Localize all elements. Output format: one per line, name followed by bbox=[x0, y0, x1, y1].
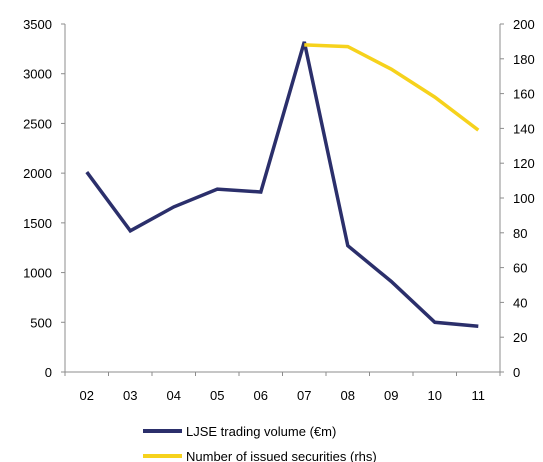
right-tick-label: 140 bbox=[513, 121, 535, 136]
x-axis-ticks: 02 03 04 05 06 07 08 09 10 11 bbox=[64, 372, 501, 403]
right-tick-label: 80 bbox=[513, 226, 527, 241]
right-tick-label: 0 bbox=[513, 365, 520, 380]
x-tick-label: 06 bbox=[254, 388, 268, 403]
x-tick-label: 07 bbox=[297, 388, 311, 403]
left-tick-label: 2000 bbox=[23, 166, 52, 181]
legend-label-issued-securities: Number of issued securities (rhs) bbox=[186, 449, 377, 462]
right-axis-ticks: 0 20 40 60 80 100 120 140 160 180 200 bbox=[500, 17, 535, 380]
right-tick-label: 180 bbox=[513, 52, 535, 67]
x-tick-label: 02 bbox=[80, 388, 94, 403]
x-tick-label: 04 bbox=[167, 388, 181, 403]
left-tick-label: 0 bbox=[45, 365, 52, 380]
x-tick-label: 10 bbox=[428, 388, 442, 403]
right-tick-label: 20 bbox=[513, 330, 527, 345]
x-tick-label: 09 bbox=[384, 388, 398, 403]
left-tick-label: 1000 bbox=[23, 266, 52, 281]
series-line-0 bbox=[85, 41, 479, 329]
left-tick-label: 1500 bbox=[23, 216, 52, 231]
series-line-1 bbox=[304, 43, 480, 132]
legend: LJSE trading volume (€m) Number of issue… bbox=[143, 424, 377, 462]
chart-axes bbox=[64, 24, 501, 373]
left-tick-label: 3000 bbox=[23, 67, 52, 82]
left-tick-label: 3500 bbox=[23, 17, 52, 32]
right-tick-label: 160 bbox=[513, 87, 535, 102]
left-tick-label: 2500 bbox=[23, 116, 52, 131]
x-tick-label: 11 bbox=[472, 388, 486, 403]
right-tick-label: 200 bbox=[513, 17, 535, 32]
left-axis-ticks: 0 500 1000 1500 2000 2500 3000 3500 bbox=[23, 17, 65, 380]
x-tick-label: 08 bbox=[341, 388, 355, 403]
left-tick-label: 500 bbox=[30, 315, 52, 330]
x-tick-label: 05 bbox=[210, 388, 224, 403]
right-tick-label: 40 bbox=[513, 295, 527, 310]
right-tick-label: 60 bbox=[513, 261, 527, 276]
x-tick-label: 03 bbox=[123, 388, 137, 403]
series-lines bbox=[85, 41, 480, 329]
legend-label-trading-volume: LJSE trading volume (€m) bbox=[186, 424, 336, 439]
right-tick-label: 100 bbox=[513, 191, 535, 206]
right-tick-label: 120 bbox=[513, 156, 535, 171]
